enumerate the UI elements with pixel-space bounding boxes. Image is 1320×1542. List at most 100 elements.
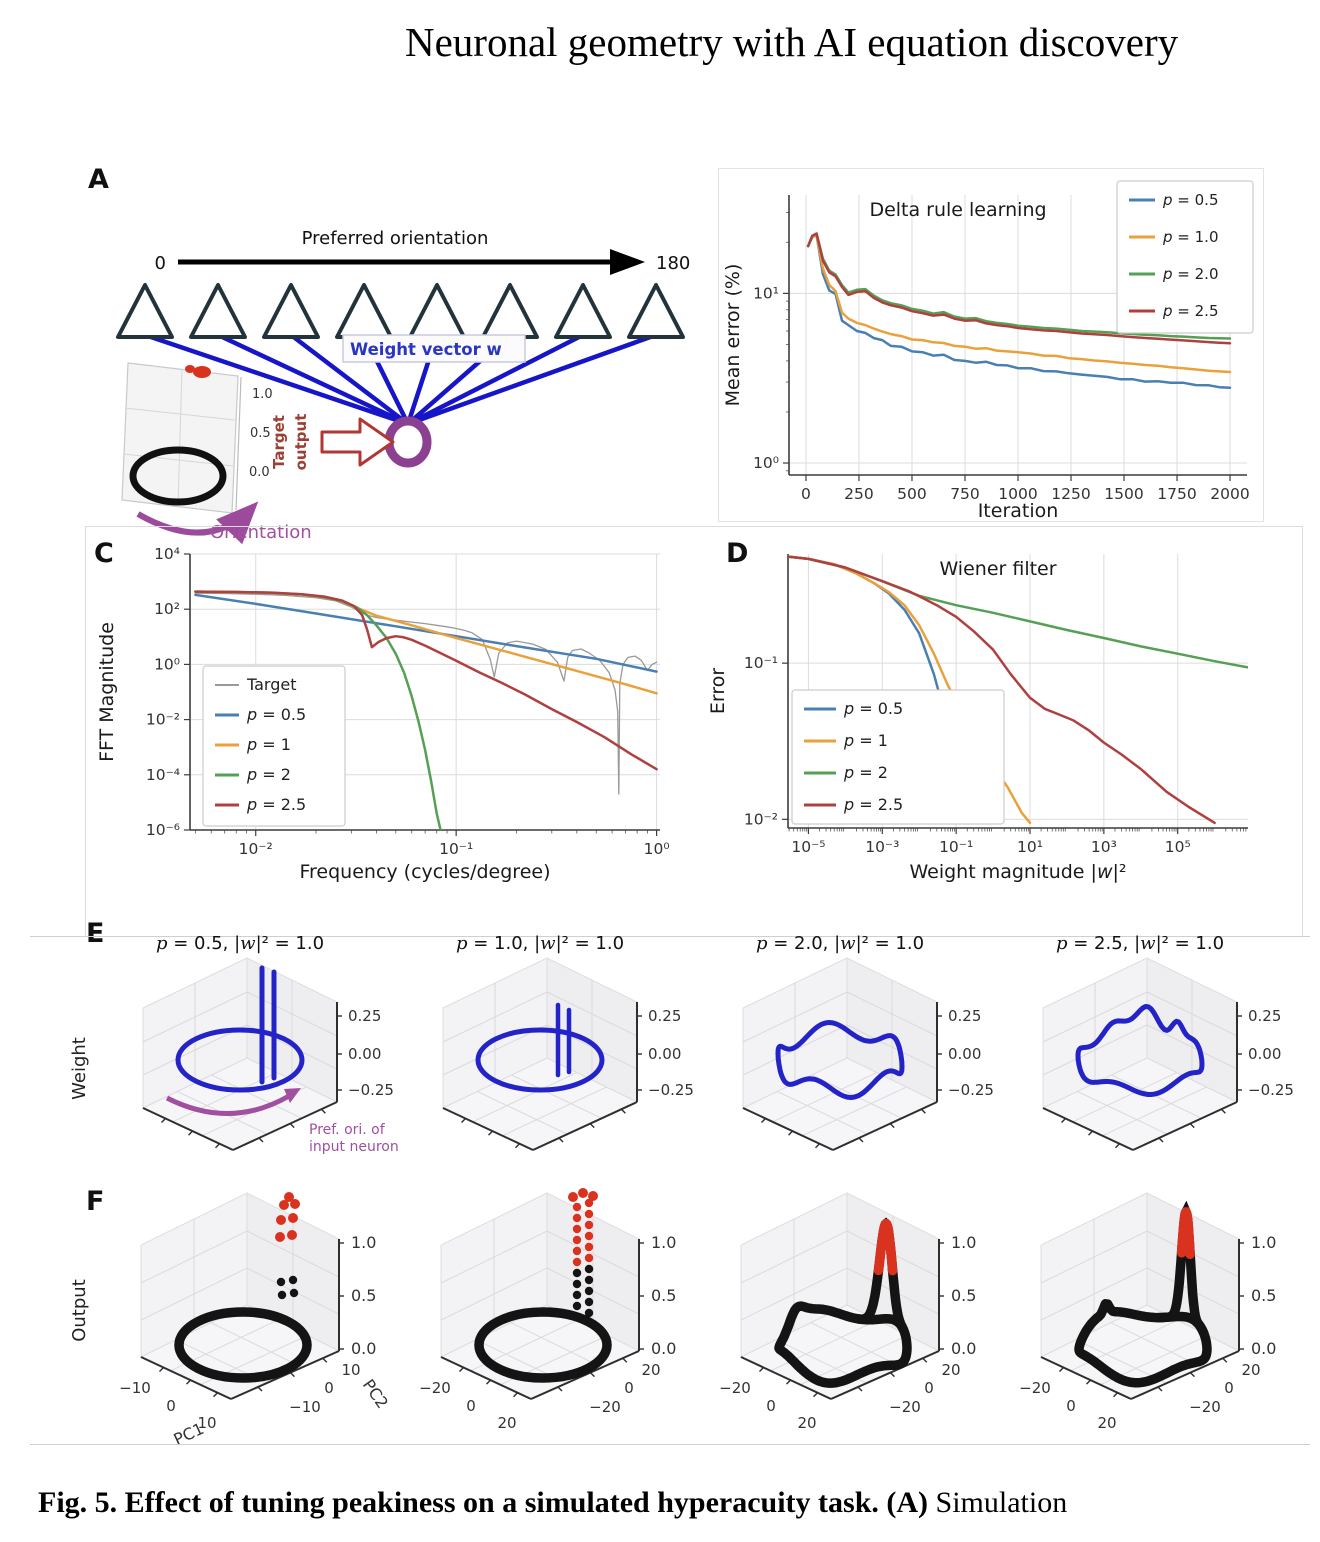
legend: p = 0.5 p = 1 p = 2 p = 2.5 — [791, 689, 1005, 825]
svg-text:1.0: 1.0 — [951, 1233, 976, 1252]
y-axis-label: Mean error (%) — [722, 264, 744, 407]
pc2-tick: 0 — [624, 1379, 634, 1397]
x-axis-label: Frequency (cycles/degree) — [299, 861, 550, 883]
output-neuron-icon — [384, 416, 432, 468]
svg-text:0.25: 0.25 — [948, 1007, 981, 1025]
svg-text:1750: 1750 — [1157, 485, 1196, 503]
legend-label: p = 2.0 — [1162, 265, 1219, 283]
panel-e-title-3: p = 2.0, |w|² = 1.0 — [755, 933, 925, 954]
svg-text:0.00: 0.00 — [948, 1045, 981, 1063]
pc1-tick: 20 — [497, 1414, 516, 1432]
pc1-tick: 0 — [766, 1397, 776, 1415]
pc1-tick: −20 — [719, 1379, 751, 1397]
pc2-tick: 0 — [1224, 1379, 1234, 1397]
panel-a-diagram: 0 180 Preferred orientation Weight vecto… — [116, 228, 690, 545]
legend-label: p = 2.5 — [246, 795, 306, 814]
svg-text:750: 750 — [950, 485, 980, 503]
weight-ring — [175, 1027, 305, 1093]
chart-fft-magnitude: 10⁻² 10⁻¹ 10⁰ 10⁴ 10² 10⁰ 10⁻² 10⁻⁴ 10⁻⁶ Frequenc… — [96, 545, 670, 883]
legend-label: p = 2 — [843, 763, 888, 782]
svg-text:0: 0 — [801, 485, 811, 503]
pc1-tick: 0 — [466, 1397, 476, 1415]
svg-text:10⁴: 10⁴ — [154, 545, 180, 563]
x-axis-label: Iteration — [978, 500, 1059, 522]
target-ring-icon — [129, 446, 227, 506]
axis-title: Preferred orientation — [302, 228, 489, 249]
panel-e-svg-3: 0.25 0.00 −0.25 — [741, 957, 994, 1151]
pref-ori-label-2: input neuron — [309, 1139, 399, 1155]
target-output-arrow-icon — [320, 417, 395, 467]
svg-text:10⁻²: 10⁻² — [146, 711, 180, 729]
pc2-tick: −20 — [1189, 1398, 1221, 1416]
input-neuron-icon — [262, 283, 320, 339]
svg-text:0.25: 0.25 — [1248, 1007, 1281, 1025]
panel-e-plot-2: 0.25 0.00 −0.25 — [405, 950, 705, 1189]
pc2-tick: −20 — [589, 1398, 621, 1416]
svg-text:1.0: 1.0 — [252, 387, 273, 402]
pc2-axis-label: PC2 — [359, 1376, 392, 1412]
panel-e-svg-2: 0.25 0.00 −0.25 — [441, 957, 694, 1151]
svg-text:10⁻⁵: 10⁻⁵ — [791, 838, 825, 856]
axis-arrowhead-icon — [610, 249, 645, 275]
svg-text:10⁻⁶: 10⁻⁶ — [146, 821, 180, 839]
svg-text:0.5: 0.5 — [951, 1286, 976, 1305]
svg-text:1.0: 1.0 — [351, 1233, 376, 1252]
output-ring — [474, 1307, 612, 1383]
pc2-tick: 20 — [641, 1361, 660, 1379]
pc1-tick: 0 — [166, 1397, 176, 1415]
chart-C: 10⁻² 10⁻¹ 10⁰ 10⁴ 10² 10⁰ 10⁻² 10⁻⁴ 10⁻⁶ Frequenc… — [96, 545, 670, 883]
series-p=0.5 — [806, 234, 1232, 389]
legend-label: p = 0.5 — [1162, 191, 1219, 209]
weight-ring — [475, 1027, 605, 1093]
svg-text:0.5: 0.5 — [351, 1286, 376, 1305]
svg-text:0.0: 0.0 — [951, 1339, 976, 1358]
input-neuron-icon — [408, 283, 466, 339]
pc1-tick: 20 — [797, 1414, 816, 1432]
svg-text:1.0: 1.0 — [1251, 1233, 1276, 1252]
orientation-arrow-icon — [136, 501, 259, 545]
legend: Target p = 0.5 p = 1 p = 2 p = 2.5 — [202, 665, 346, 827]
svg-text:2000: 2000 — [1210, 485, 1249, 503]
input-neuron-icon — [554, 283, 612, 339]
svg-text:10⁻³: 10⁻³ — [865, 838, 899, 856]
target-output-inset: 1.0 0.5 0.0 — [121, 362, 273, 514]
svg-text:10²: 10² — [154, 600, 180, 618]
svg-text:10⁵: 10⁵ — [1165, 838, 1191, 856]
pc2-tick: −20 — [889, 1398, 921, 1416]
input-neuron-icon — [481, 283, 539, 339]
svg-text:500: 500 — [897, 485, 927, 503]
panel-f-plot-2: 1.0 0.5 0.0 −20 0 20 20 0 −20 — [405, 1185, 705, 1447]
caption-bold: Fig. 5. Effect of tuning peakiness on a … — [38, 1486, 929, 1519]
output-ring — [174, 1307, 312, 1383]
chart-title: Wiener filter — [939, 558, 1056, 580]
output-peak-tip — [873, 1219, 898, 1276]
svg-text:250: 250 — [844, 485, 874, 503]
legend-label: p = 0.5 — [843, 699, 903, 718]
input-neuron-icon — [335, 283, 393, 339]
y-axis-label: FFT Magnitude — [96, 622, 118, 762]
svg-text:10⁰: 10⁰ — [154, 655, 180, 673]
axis-end-label: 180 — [656, 253, 690, 274]
panel-label-d: D — [726, 538, 749, 569]
svg-text:0.0: 0.0 — [1251, 1339, 1276, 1358]
svg-text:−0.25: −0.25 — [1248, 1081, 1294, 1099]
e-row-axis-label: Weight — [68, 1037, 90, 1100]
svg-text:10⁰: 10⁰ — [644, 840, 670, 858]
chart-B: 0 250 500 750 1000 1250 1500 1750 2000 10¹ 10⁰ Delt… — [722, 180, 1254, 522]
weight-line — [406, 332, 585, 427]
pc2-tick: 0 — [324, 1379, 334, 1397]
svg-text:1500: 1500 — [1104, 485, 1143, 503]
weight-line — [289, 333, 410, 426]
svg-text:0.5: 0.5 — [651, 1286, 676, 1305]
legend-label: p = 2.5 — [843, 795, 903, 814]
series-p=2.5 — [788, 555, 1216, 825]
series-p=2.5 — [806, 232, 1232, 345]
pref-ori-arrow-icon — [165, 1093, 291, 1116]
svg-text:0.25: 0.25 — [648, 1007, 681, 1025]
svg-text:0.5: 0.5 — [1251, 1286, 1276, 1305]
series-p=2.0 — [806, 232, 1232, 340]
